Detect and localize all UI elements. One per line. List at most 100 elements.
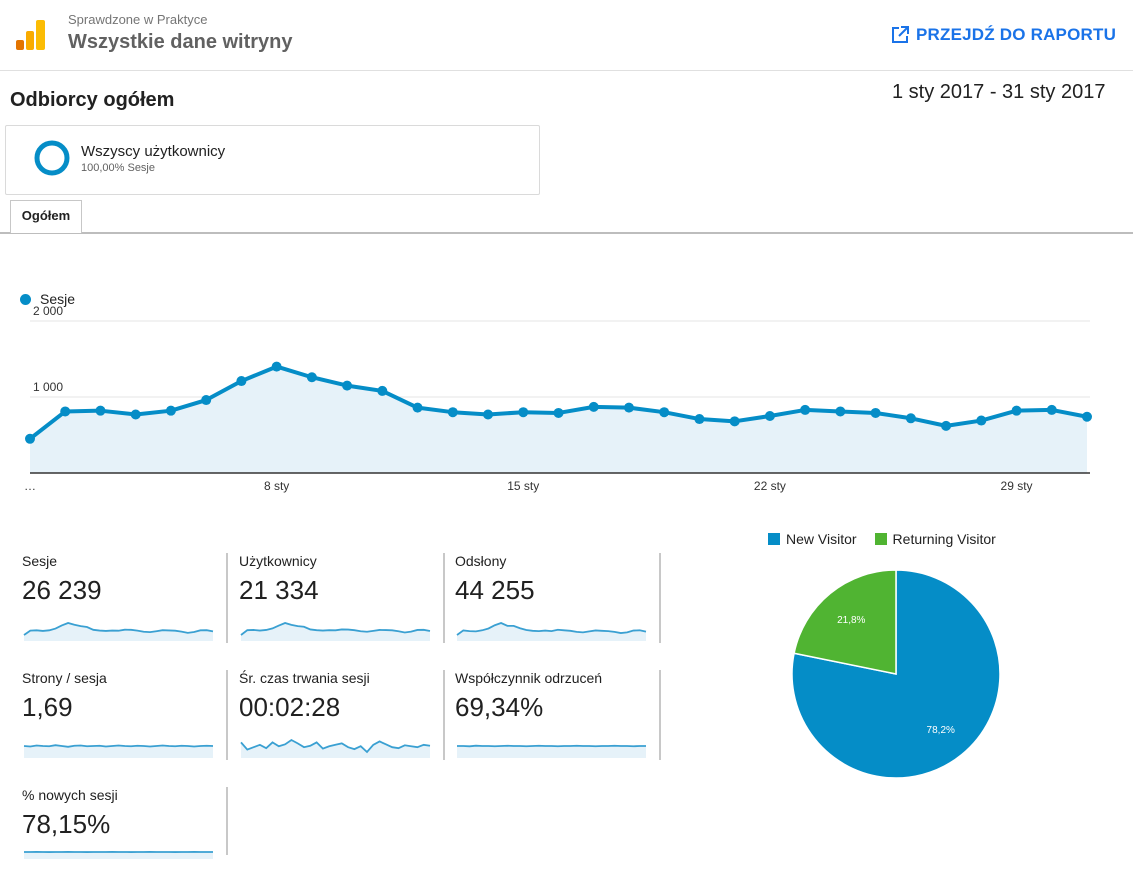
sessions-point bbox=[25, 434, 35, 444]
metric-card[interactable]: Użytkownicy 21 334 bbox=[239, 553, 445, 645]
metric-name: Współczynnik odrzuceń bbox=[455, 670, 602, 686]
metric-name: Odsłony bbox=[455, 553, 506, 569]
page-title: Odbiorcy ogółem bbox=[10, 89, 174, 112]
analytics-logo-icon bbox=[16, 20, 46, 50]
date-range-picker[interactable]: 1 sty 2017 - 31 sty 2017 bbox=[892, 81, 1105, 104]
sessions-point bbox=[589, 402, 599, 412]
metric-value: 26 239 bbox=[22, 575, 102, 606]
pie-slice-label: 21,8% bbox=[837, 615, 865, 626]
metric-value: 1,69 bbox=[22, 692, 73, 723]
metric-sparkline bbox=[455, 605, 649, 647]
sparkline-area bbox=[457, 746, 646, 758]
metric-card[interactable]: Odsłony 44 255 bbox=[455, 553, 661, 645]
metric-value: 69,34% bbox=[455, 692, 543, 723]
sessions-point bbox=[871, 408, 881, 418]
go-to-report-button[interactable]: PRZEJDŹ DO RAPORTU bbox=[890, 22, 1116, 48]
segment-card[interactable]: Wszyscy użytkownicy 100,00% Sesje bbox=[5, 125, 540, 195]
metric-separator bbox=[659, 670, 661, 760]
metric-separator bbox=[226, 787, 228, 855]
sessions-point bbox=[307, 372, 317, 382]
open-in-new-icon bbox=[890, 25, 910, 45]
sessions-point bbox=[95, 406, 105, 416]
sessions-point bbox=[624, 403, 634, 413]
metric-sparkline bbox=[239, 605, 433, 647]
sessions-point bbox=[941, 421, 951, 431]
metric-card[interactable]: Sesje 26 239 bbox=[22, 553, 228, 645]
sessions-point bbox=[835, 406, 845, 416]
sessions-point bbox=[483, 409, 493, 419]
sparkline-area bbox=[24, 852, 213, 859]
metric-value: 44 255 bbox=[455, 575, 535, 606]
metric-card[interactable]: Strony / sesja 1,69 bbox=[22, 670, 228, 762]
segment-detail: 100,00% Sesje bbox=[81, 162, 155, 174]
sparkline-area bbox=[241, 740, 430, 758]
metric-sparkline bbox=[22, 605, 216, 647]
sessions-point bbox=[730, 416, 740, 426]
metric-name: % nowych sesji bbox=[22, 787, 118, 803]
metric-separator bbox=[226, 670, 228, 760]
sessions-area bbox=[30, 367, 1087, 473]
metric-value: 00:02:28 bbox=[239, 692, 340, 723]
y-tick-label: 1 000 bbox=[33, 380, 63, 394]
x-tick-label: … bbox=[24, 479, 36, 493]
pie-legend-label-new: New Visitor bbox=[786, 531, 857, 547]
metric-name: Strony / sesja bbox=[22, 670, 107, 686]
metric-value: 21 334 bbox=[239, 575, 319, 606]
sessions-point bbox=[236, 376, 246, 386]
account-name[interactable]: Sprawdzone w Praktyce bbox=[68, 12, 207, 27]
pie-legend-label-returning: Returning Visitor bbox=[893, 531, 996, 547]
segment-donut-icon bbox=[34, 140, 70, 176]
metric-card[interactable]: Śr. czas trwania sesji 00:02:28 bbox=[239, 670, 445, 762]
metric-name: Użytkownicy bbox=[239, 553, 317, 569]
x-tick-label: 22 sty bbox=[754, 479, 786, 493]
sessions-point bbox=[272, 362, 282, 372]
sessions-point bbox=[342, 381, 352, 391]
metric-sparkline bbox=[455, 722, 649, 764]
sessions-point bbox=[976, 416, 986, 426]
metric-separator bbox=[443, 670, 445, 760]
sessions-point bbox=[765, 411, 775, 421]
metric-name: Sesje bbox=[22, 553, 57, 569]
metric-separator bbox=[226, 553, 228, 643]
pie-legend-swatch-new bbox=[768, 533, 780, 545]
x-tick-label: 29 sty bbox=[1001, 479, 1033, 493]
sessions-point bbox=[377, 386, 387, 396]
sessions-point bbox=[694, 414, 704, 424]
sparkline-line bbox=[457, 746, 646, 747]
sparkline-area bbox=[24, 745, 213, 758]
metric-name: Śr. czas trwania sesji bbox=[239, 670, 370, 686]
sessions-point bbox=[131, 409, 141, 419]
sessions-point bbox=[1012, 406, 1022, 416]
sessions-point bbox=[554, 408, 564, 418]
pie-legend: New Visitor Returning Visitor bbox=[768, 531, 996, 547]
sessions-point bbox=[166, 406, 176, 416]
metric-sparkline bbox=[239, 722, 433, 764]
pie-legend-item-new: New Visitor bbox=[768, 531, 857, 547]
metric-sparkline bbox=[22, 833, 216, 875]
sessions-point bbox=[906, 413, 916, 423]
pie-legend-swatch-returning bbox=[875, 533, 887, 545]
segment-name: Wszyscy użytkownicy bbox=[81, 143, 225, 160]
pie-legend-item-returning: Returning Visitor bbox=[875, 531, 996, 547]
sessions-point bbox=[659, 407, 669, 417]
visitor-type-pie-chart[interactable]: 78,2%21,8% bbox=[790, 568, 1002, 780]
sessions-point bbox=[1082, 412, 1092, 422]
sessions-point bbox=[1047, 405, 1057, 415]
metric-card[interactable]: Współczynnik odrzuceń 69,34% bbox=[455, 670, 661, 762]
top-header: Sprawdzone w Praktyce Wszystkie dane wit… bbox=[0, 0, 1133, 71]
sessions-point bbox=[800, 405, 810, 415]
go-to-report-label: PRZEJDŹ DO RAPORTU bbox=[916, 25, 1116, 45]
sessions-point bbox=[60, 406, 70, 416]
sessions-point bbox=[518, 407, 528, 417]
sessions-point bbox=[413, 403, 423, 413]
tab-overview[interactable]: Ogółem bbox=[10, 200, 82, 233]
metric-separator bbox=[443, 553, 445, 643]
x-tick-label: 15 sty bbox=[507, 479, 539, 493]
metric-sparkline bbox=[22, 722, 216, 764]
sessions-point bbox=[201, 395, 211, 405]
tabs-divider bbox=[0, 232, 1133, 234]
property-name[interactable]: Wszystkie dane witryny bbox=[68, 31, 293, 54]
y-tick-label: 2 000 bbox=[33, 304, 63, 318]
